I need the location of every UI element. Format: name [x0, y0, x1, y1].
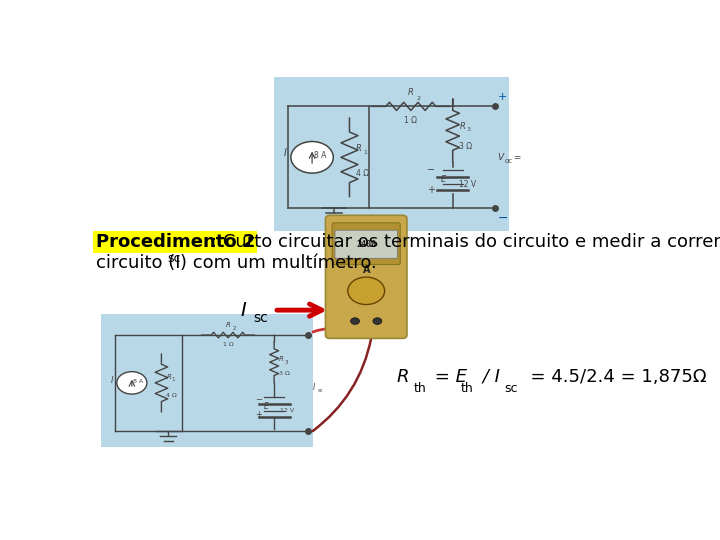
Text: R: R [166, 374, 171, 380]
Text: ) com um multímetro.: ) com um multímetro. [181, 254, 377, 272]
Text: = E: = E [429, 368, 467, 386]
Text: th: th [461, 382, 474, 395]
Text: sc: sc [318, 388, 323, 393]
Text: 1: 1 [363, 150, 366, 155]
FancyBboxPatch shape [332, 223, 400, 265]
Text: +: + [427, 185, 435, 195]
Text: 4 Ω: 4 Ω [356, 170, 369, 178]
Circle shape [117, 372, 147, 394]
Text: V: V [498, 153, 503, 162]
Text: / I: / I [477, 368, 500, 386]
Text: 3: 3 [284, 360, 288, 365]
Text: R: R [408, 88, 414, 97]
Text: 3 Ω: 3 Ω [459, 143, 472, 152]
Text: 2: 2 [416, 96, 420, 100]
Text: th: th [414, 382, 426, 395]
Text: R: R [397, 368, 410, 386]
Text: R: R [279, 356, 284, 362]
Text: I: I [284, 148, 287, 158]
Circle shape [348, 277, 384, 305]
Circle shape [373, 318, 382, 325]
Text: −: − [255, 395, 262, 404]
Text: 2400: 2400 [356, 240, 377, 249]
Text: =: = [511, 153, 522, 162]
Text: 1 Ω: 1 Ω [222, 342, 233, 347]
Text: I: I [111, 376, 114, 386]
Text: 3: 3 [466, 127, 470, 132]
Text: −: − [498, 212, 508, 225]
Text: E: E [264, 402, 269, 411]
Text: R: R [459, 122, 465, 131]
Text: I: I [313, 382, 315, 392]
Text: R: R [356, 145, 362, 153]
Text: oc: oc [505, 158, 513, 164]
Text: E: E [441, 175, 446, 184]
Text: +: + [498, 92, 507, 102]
Text: 8 A: 8 A [133, 379, 143, 384]
FancyBboxPatch shape [274, 77, 508, 231]
Text: 12 V: 12 V [280, 408, 294, 413]
Text: 1 Ω: 1 Ω [405, 116, 418, 125]
Text: 4 Ω: 4 Ω [166, 393, 177, 398]
Text: +: + [255, 410, 262, 420]
Text: : Curto circuitar os terminais do circuito e medir a corrente de curto: : Curto circuitar os terminais do circui… [211, 233, 720, 251]
Text: sc: sc [505, 382, 518, 395]
Circle shape [351, 318, 359, 325]
Text: sc: sc [167, 252, 181, 265]
Text: = 4.5/2.4 = 1,875Ω: = 4.5/2.4 = 1,875Ω [518, 368, 706, 386]
Text: 3 Ω: 3 Ω [279, 372, 290, 376]
FancyBboxPatch shape [101, 314, 313, 447]
Text: circuito (I: circuito (I [96, 254, 180, 272]
Circle shape [291, 141, 333, 173]
Text: 12 V: 12 V [459, 180, 477, 189]
Text: Procedimento 2: Procedimento 2 [96, 233, 255, 251]
Text: 2: 2 [233, 326, 237, 331]
Text: −: − [427, 165, 435, 176]
Text: 8 A: 8 A [314, 151, 326, 160]
Text: R: R [225, 322, 230, 328]
Text: (a): (a) [384, 238, 398, 247]
FancyBboxPatch shape [325, 215, 407, 339]
FancyBboxPatch shape [335, 230, 397, 258]
Text: 1: 1 [171, 377, 175, 382]
Text: A: A [362, 265, 370, 275]
Text: I: I [240, 301, 246, 320]
Text: sc: sc [253, 312, 268, 326]
